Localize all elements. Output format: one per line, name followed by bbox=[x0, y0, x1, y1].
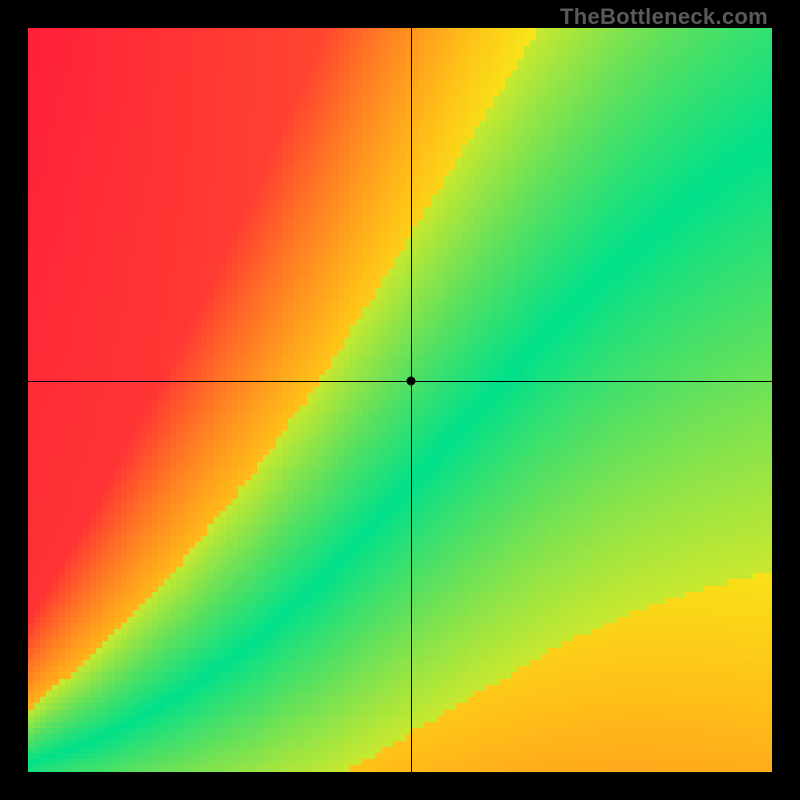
bottleneck-heatmap bbox=[28, 28, 772, 772]
crosshair-horizontal bbox=[28, 381, 772, 382]
watermark-text: TheBottleneck.com bbox=[560, 4, 768, 30]
crosshair-vertical bbox=[411, 28, 412, 772]
plot-area bbox=[28, 28, 772, 772]
selection-marker bbox=[407, 377, 416, 386]
